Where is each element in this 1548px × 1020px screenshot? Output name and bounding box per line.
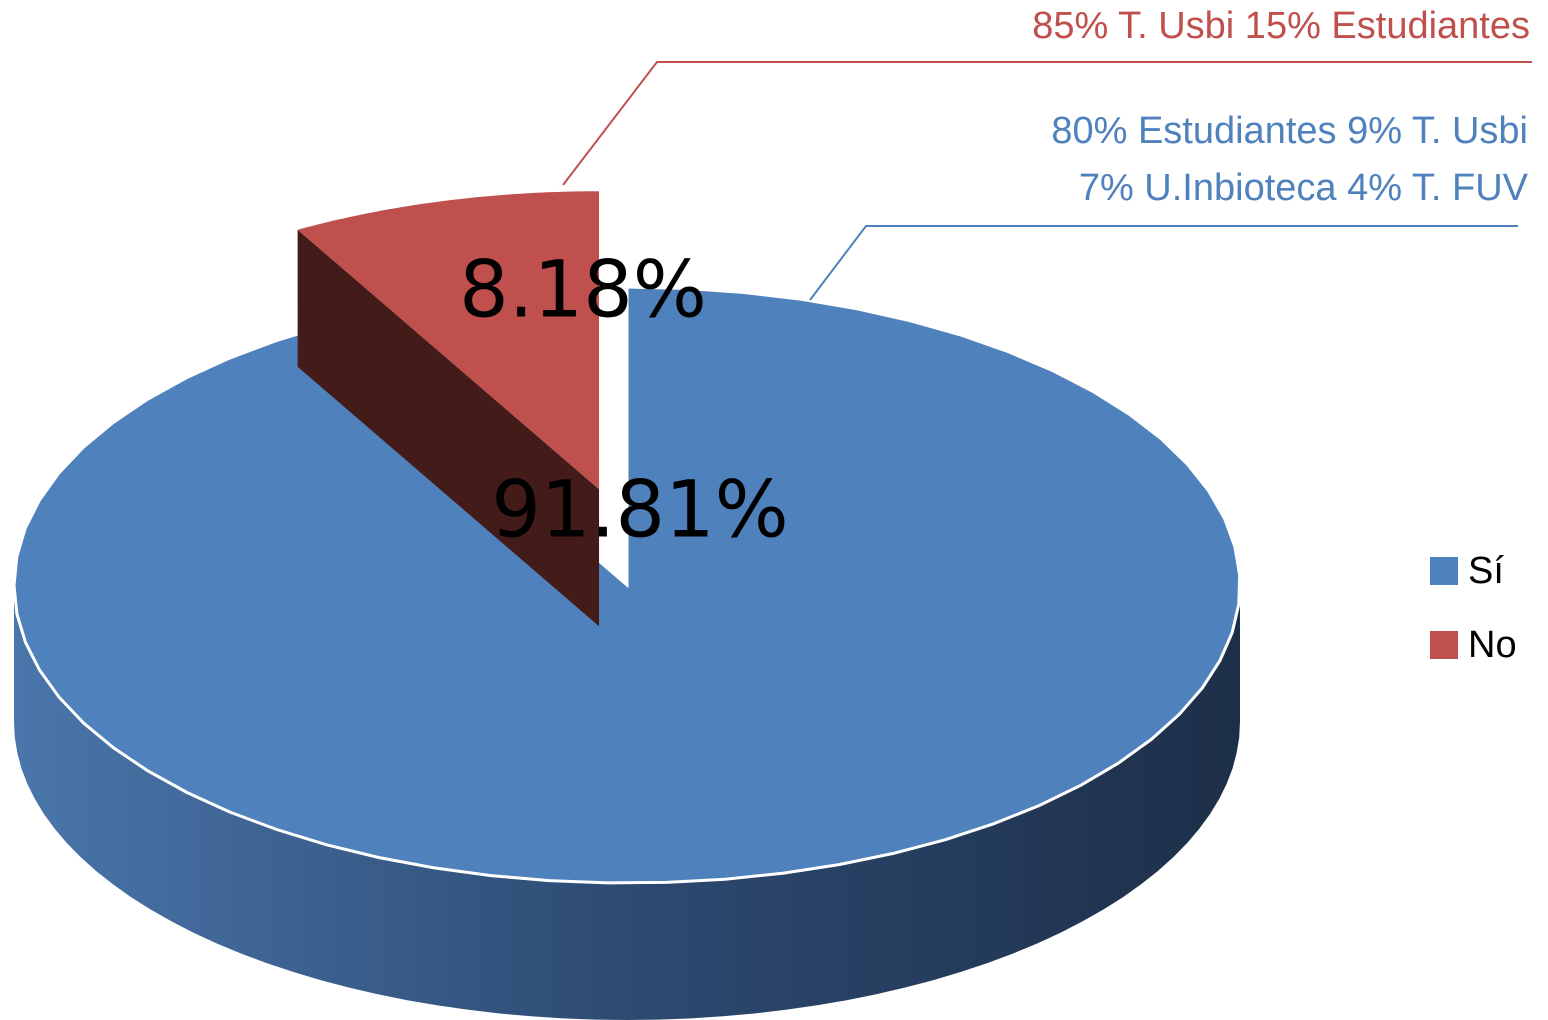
- annotation: 80% Estudiantes 9% T. Usbi: [1051, 110, 1528, 152]
- pie-slice: [12, 285, 1242, 1020]
- data-label: 91.81%: [491, 465, 788, 555]
- data-label: 8.18%: [459, 245, 707, 335]
- legend-swatch: [1430, 557, 1458, 585]
- slice-top: [297, 191, 600, 490]
- annotation: 85% T. Usbi 15% Estudiantes: [1032, 5, 1530, 47]
- annotation: 7% U.Inbioteca 4% T. FUV: [1079, 167, 1529, 209]
- legend-label: Sí: [1468, 550, 1504, 592]
- legend-label: No: [1468, 624, 1517, 666]
- pie: [12, 191, 1242, 1020]
- slice-side: [14, 585, 1240, 1020]
- leader-line: [809, 225, 1518, 301]
- slice-top: [12, 285, 1242, 885]
- slice-cut: [297, 229, 600, 627]
- leader-line: [562, 61, 1532, 186]
- pie-slice: [297, 191, 600, 627]
- legend-swatch: [1430, 631, 1458, 659]
